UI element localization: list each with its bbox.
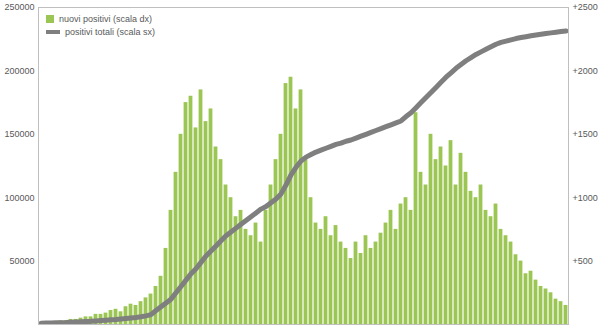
html-text:positivi totali (scala sx): positivi totali (scala sx) <box>65 26 155 37</box>
svg-text:+1500: +1500 <box>573 129 598 139</box>
svg-text:250000: 250000 <box>4 2 34 12</box>
svg-text:+2500: +2500 <box>573 2 598 12</box>
svg-text:+1000: +1000 <box>573 193 598 203</box>
svg-text:+500: +500 <box>573 256 593 266</box>
svg-text:+2000: +2000 <box>573 66 598 76</box>
svg-text:150000: 150000 <box>4 129 34 139</box>
svg-text:50000: 50000 <box>9 256 34 266</box>
html-text:nuovi positivi (scala dx): nuovi positivi (scala dx) <box>59 13 152 24</box>
svg-text:100000: 100000 <box>4 193 34 203</box>
svg-text:200000: 200000 <box>4 66 34 76</box>
